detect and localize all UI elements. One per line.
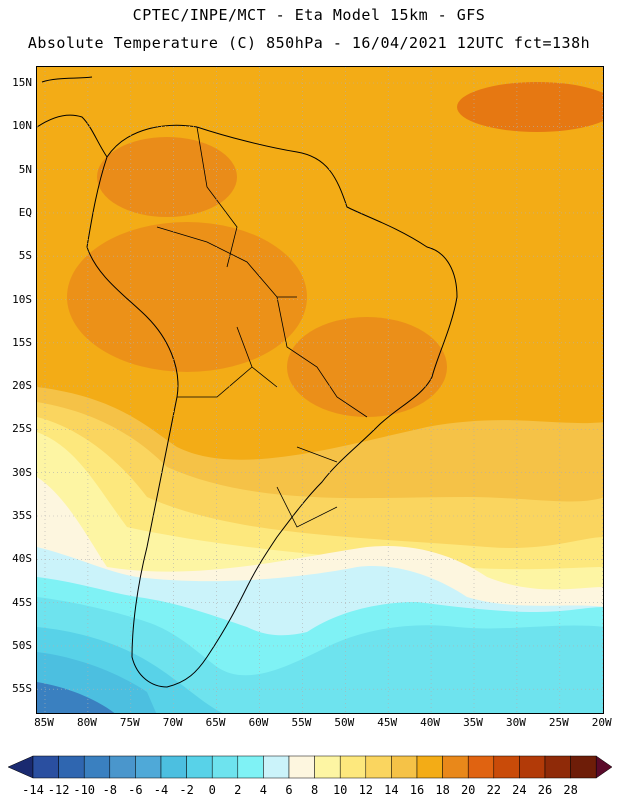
colorbar-swatch [467, 755, 495, 779]
colorbar-swatch [519, 755, 546, 779]
colorbar-tick-label: 6 [285, 783, 293, 797]
warm-core-brazil [287, 317, 447, 417]
lat-tick-label: 50S [12, 638, 32, 652]
colorbar-tick-label: 10 [332, 783, 348, 797]
lon-tick-label: 25W [548, 716, 569, 729]
colorbar-tick-label: 18 [435, 783, 450, 797]
lat-tick-label: 25S [12, 422, 32, 436]
lat-tick-label: 40S [12, 552, 32, 566]
lat-tick-label: 30S [12, 465, 32, 479]
colorbar-tick-label: 0 [208, 783, 216, 797]
colorbar-tick-label: 20 [460, 783, 476, 797]
colorbar-tick-label: -14 [22, 783, 44, 797]
colorbar-tick-label: -6 [128, 783, 143, 797]
lon-tick-label: 85W [34, 716, 54, 729]
lat-tick-label: 15N [12, 76, 32, 89]
lat-tick-label: EQ [18, 205, 32, 219]
colorbar-tick-label: 2 [234, 783, 242, 797]
lon-tick-label: 65W [205, 716, 226, 729]
colorbar-tick-label: 22 [486, 783, 502, 797]
colorbar-tick-label: 26 [537, 783, 553, 797]
caribbean-coastline [41, 76, 93, 83]
colorbar [7, 755, 613, 779]
lat-tick-label: 35S [12, 509, 32, 522]
colorbar-tick-label: 8 [310, 783, 319, 797]
colorbar-swatch [391, 755, 418, 779]
central-america-coastline [37, 114, 108, 158]
lat-tick-label: 10S [12, 292, 32, 306]
colorbar-swatch [339, 755, 367, 779]
colorbar-swatch [32, 755, 59, 779]
colorbar-tick-label: 14 [384, 783, 399, 797]
lat-tick-label: 15S [12, 335, 32, 349]
colorbar-tick-label: 16 [409, 783, 425, 797]
colorbar-swatch [135, 755, 162, 779]
colorbar-tick-label: -12 [47, 783, 70, 797]
colorbar-swatch [83, 755, 111, 779]
colorbar-swatch [160, 755, 187, 779]
lat-tick-label: 10N [12, 119, 32, 133]
colorbar-swatch [442, 755, 469, 779]
colorbar-tick-label: -10 [73, 783, 96, 797]
colorbar-tick-label: -4 [153, 783, 169, 797]
colorbar-tick-label: -2 [179, 783, 194, 797]
lon-tick-label: 45W [377, 716, 398, 729]
field-band-m6 [37, 682, 115, 713]
lat-tick-label: 5N [18, 162, 32, 176]
colorbar-tick-label: 4 [259, 783, 267, 797]
lat-tick-label: 20S [12, 379, 32, 393]
country-borders [156, 126, 368, 528]
lon-tick-label: 35W [463, 716, 483, 729]
map-subtitle: Absolute Temperature (C) 850hPa - 16/04/… [27, 34, 591, 52]
lon-tick-label: 60W [248, 716, 269, 729]
colorbar-swatch [570, 755, 597, 779]
colorbar-swatch [237, 755, 264, 779]
colorbar-tick-label: 12 [358, 783, 374, 797]
warm-core-north [97, 137, 237, 217]
colorbar-swatch [314, 755, 341, 779]
colorbar-swatch [544, 755, 571, 779]
lon-tick-label: 50W [334, 716, 355, 729]
lat-tick-label: 55S [12, 682, 32, 696]
temperature-map [36, 66, 604, 714]
map-title: CPTEC/INPE/MCT - Eta Model 15km - GFS [132, 6, 486, 24]
warm-core-amazon [67, 222, 307, 372]
lon-tick-label: 70W [162, 716, 183, 729]
lon-tick-label: 20W [591, 716, 612, 729]
colorbar-swatch [288, 755, 315, 779]
lon-tick-label: 40W [420, 716, 441, 729]
colorbar-swatch [211, 755, 239, 779]
lat-tick-label: 45S [12, 595, 32, 609]
map-grid [37, 67, 603, 713]
colorbar-swatch [365, 755, 392, 779]
lat-tick-label: 5S [18, 249, 32, 263]
colorbar-tick-label: 24 [512, 783, 527, 797]
colorbar-swatch [109, 755, 136, 779]
colorbar-swatch [263, 755, 290, 779]
colorbar-swatch [416, 755, 443, 779]
colorbar-tick-label: 28 [563, 783, 578, 797]
warm-core-atlantic [457, 82, 603, 132]
lon-tick-label: 80W [76, 716, 97, 729]
lon-tick-label: 30W [505, 716, 526, 729]
colorbar-swatch [493, 755, 520, 779]
colorbar-arrow-min [7, 755, 34, 779]
lon-tick-label: 75W [119, 716, 140, 729]
colorbar-swatch [186, 755, 213, 779]
lon-tick-label: 55W [291, 716, 312, 729]
colorbar-swatch [58, 755, 85, 779]
colorbar-tick-label: -8 [102, 783, 118, 797]
colorbar-arrow-max [595, 755, 613, 779]
